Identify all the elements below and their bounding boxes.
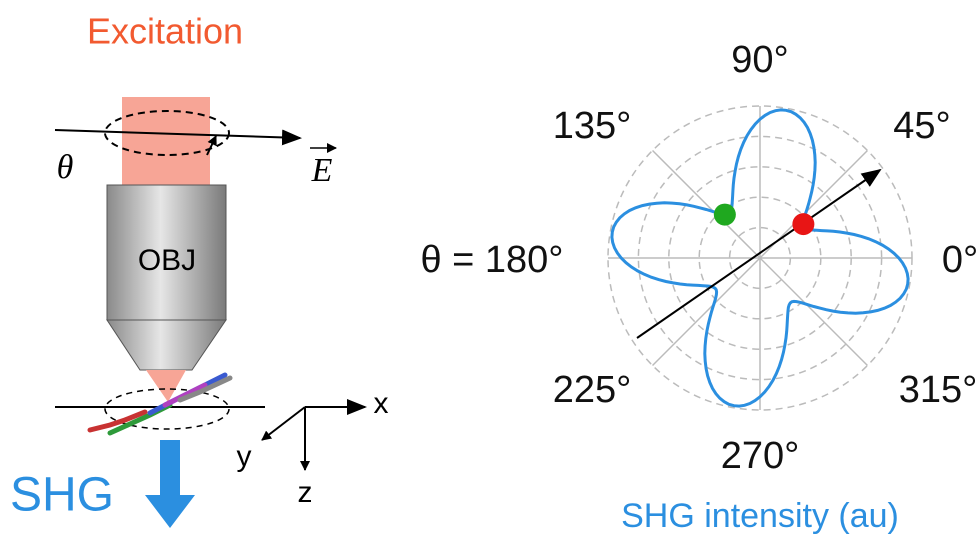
- rotation-ellipse: [104, 110, 230, 156]
- z-axis-label: z: [298, 476, 313, 509]
- angle-label: 45°: [893, 105, 950, 147]
- angle-label: 225°: [553, 369, 632, 411]
- excitation-label: Excitation: [87, 11, 243, 52]
- angle-label: 90°: [731, 39, 788, 81]
- focus-cone: [146, 370, 186, 402]
- angle-label: θ = 180°: [420, 239, 563, 281]
- red-marker: [792, 213, 815, 236]
- rotation-arrow: [206, 135, 217, 156]
- angle-label: 315°: [899, 369, 978, 411]
- polarization-arrow: [636, 168, 882, 339]
- output-label: SHG: [10, 469, 114, 522]
- y-axis-label: y: [237, 440, 252, 473]
- objective-tip: [106, 319, 227, 371]
- polar-curve: [610, 108, 910, 408]
- objective-body: [106, 184, 227, 321]
- polar-spoke: [651, 149, 869, 367]
- x-axis-label: x: [374, 387, 389, 420]
- sample-ellipse: [104, 388, 230, 430]
- green-marker: [713, 203, 736, 226]
- angle-label: 135°: [553, 105, 632, 147]
- objective-label: OBJ: [138, 244, 196, 277]
- output-arrow: [145, 440, 195, 528]
- polar-plot: [607, 105, 913, 411]
- polar-caption: SHG intensity (au): [621, 497, 899, 535]
- theta-symbol: θ: [57, 149, 74, 186]
- angle-label: 0°: [942, 239, 978, 281]
- field-symbol: E: [311, 152, 333, 189]
- fiber-segment: [87, 409, 148, 433]
- fiber-segment: [177, 375, 233, 403]
- fiber-segment: [162, 382, 208, 408]
- polarization-axis: [54, 129, 302, 146]
- sample-fiber: [87, 372, 233, 436]
- angle-label: 270°: [721, 435, 800, 477]
- y-axis-arrow: [261, 406, 306, 441]
